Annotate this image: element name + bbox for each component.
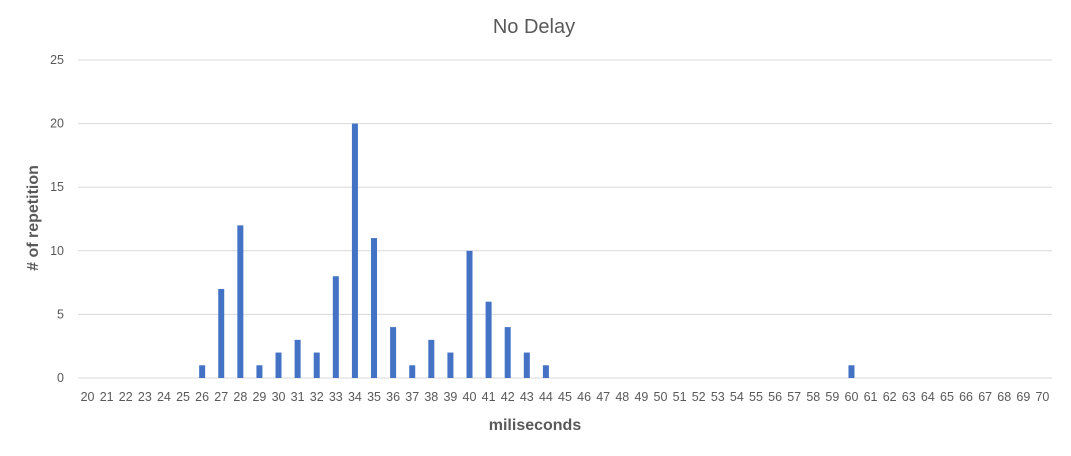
bar-34 — [351, 123, 358, 378]
x-tick-label: 56 — [768, 390, 782, 404]
x-tick-label: 29 — [252, 390, 266, 404]
x-tick-label: 69 — [1016, 390, 1030, 404]
x-tick-label: 62 — [883, 390, 897, 404]
x-tick-label: 58 — [806, 390, 820, 404]
bar-30 — [275, 352, 282, 378]
x-tick-label: 70 — [1035, 390, 1049, 404]
x-tick-label: 67 — [978, 390, 992, 404]
x-tick-label: 64 — [921, 390, 935, 404]
y-tick-label: 20 — [50, 117, 64, 131]
x-tick-label: 59 — [825, 390, 839, 404]
bar-35 — [371, 238, 378, 378]
y-tick-label: 0 — [57, 371, 64, 385]
x-tick-label: 39 — [443, 390, 457, 404]
y-tick-label: 10 — [50, 244, 64, 258]
y-tick-label: 5 — [57, 307, 64, 321]
x-tick-label: 66 — [959, 390, 973, 404]
x-tick-label: 65 — [940, 390, 954, 404]
x-tick-label: 26 — [195, 390, 209, 404]
x-tick-label: 52 — [692, 390, 706, 404]
x-tick-label: 31 — [291, 390, 305, 404]
x-tick-label: 42 — [501, 390, 515, 404]
x-tick-label: 46 — [577, 390, 591, 404]
y-tick-label: 25 — [50, 53, 64, 67]
x-tick-label: 40 — [463, 390, 477, 404]
bar-41 — [485, 301, 492, 378]
bar-28 — [237, 225, 244, 378]
x-tick-label: 55 — [749, 390, 763, 404]
x-tick-label: 41 — [482, 390, 496, 404]
x-tick-label: 36 — [386, 390, 400, 404]
bar-36 — [390, 327, 397, 378]
x-tick-label: 47 — [596, 390, 610, 404]
x-tick-label: 33 — [329, 390, 343, 404]
x-tick-label: 28 — [233, 390, 247, 404]
bar-29 — [256, 365, 263, 378]
bar-27 — [218, 288, 225, 378]
bar-40 — [466, 250, 473, 378]
bar-37 — [409, 365, 416, 378]
bar-31 — [294, 339, 301, 378]
bar-42 — [504, 327, 511, 378]
bar-32 — [313, 352, 320, 378]
x-axis-title: miliseconds — [489, 417, 582, 434]
x-tick-label: 48 — [615, 390, 629, 404]
bar-43 — [523, 352, 530, 378]
x-tick-label: 54 — [730, 390, 744, 404]
x-tick-label: 61 — [864, 390, 878, 404]
x-tick-label: 60 — [845, 390, 859, 404]
bar-26 — [199, 365, 206, 378]
chart-title: No Delay — [493, 16, 575, 38]
x-tick-label: 49 — [634, 390, 648, 404]
x-tick-label: 23 — [138, 390, 152, 404]
x-tick-label: 38 — [424, 390, 438, 404]
x-tick-label: 57 — [787, 390, 801, 404]
x-tick-label: 43 — [520, 390, 534, 404]
x-tick-label: 20 — [81, 390, 95, 404]
x-tick-label: 25 — [176, 390, 190, 404]
x-axis-ticks: 20 21 22 23 24 25 26 27 28 29 30 31 32 33 34 35 36 37 38 39… — [81, 390, 1050, 404]
bar-39 — [447, 352, 454, 378]
x-tick-label: 51 — [673, 390, 687, 404]
x-tick-label: 24 — [157, 390, 171, 404]
bar-44 — [542, 365, 549, 378]
bar-33 — [332, 276, 339, 378]
x-tick-label: 68 — [997, 390, 1011, 404]
x-tick-label: 34 — [348, 390, 362, 404]
y-tick-label: 15 — [50, 180, 64, 194]
y-axis-title: # of repetition — [25, 165, 42, 271]
x-tick-label: 30 — [272, 390, 286, 404]
x-tick-label: 50 — [654, 390, 668, 404]
x-tick-label: 45 — [558, 390, 572, 404]
bar-38 — [428, 339, 435, 378]
x-tick-label: 63 — [902, 390, 916, 404]
x-tick-label: 37 — [405, 390, 419, 404]
x-tick-label: 44 — [539, 390, 553, 404]
bars — [199, 123, 855, 378]
x-tick-label: 21 — [100, 390, 114, 404]
x-tick-label: 22 — [119, 390, 133, 404]
x-tick-label: 53 — [711, 390, 725, 404]
x-tick-label: 35 — [367, 390, 381, 404]
x-tick-label: 32 — [310, 390, 324, 404]
x-tick-label: 27 — [214, 390, 228, 404]
y-axis-ticks: 0 5 10 15 20 25 — [50, 53, 64, 385]
bar-60 — [848, 365, 855, 378]
